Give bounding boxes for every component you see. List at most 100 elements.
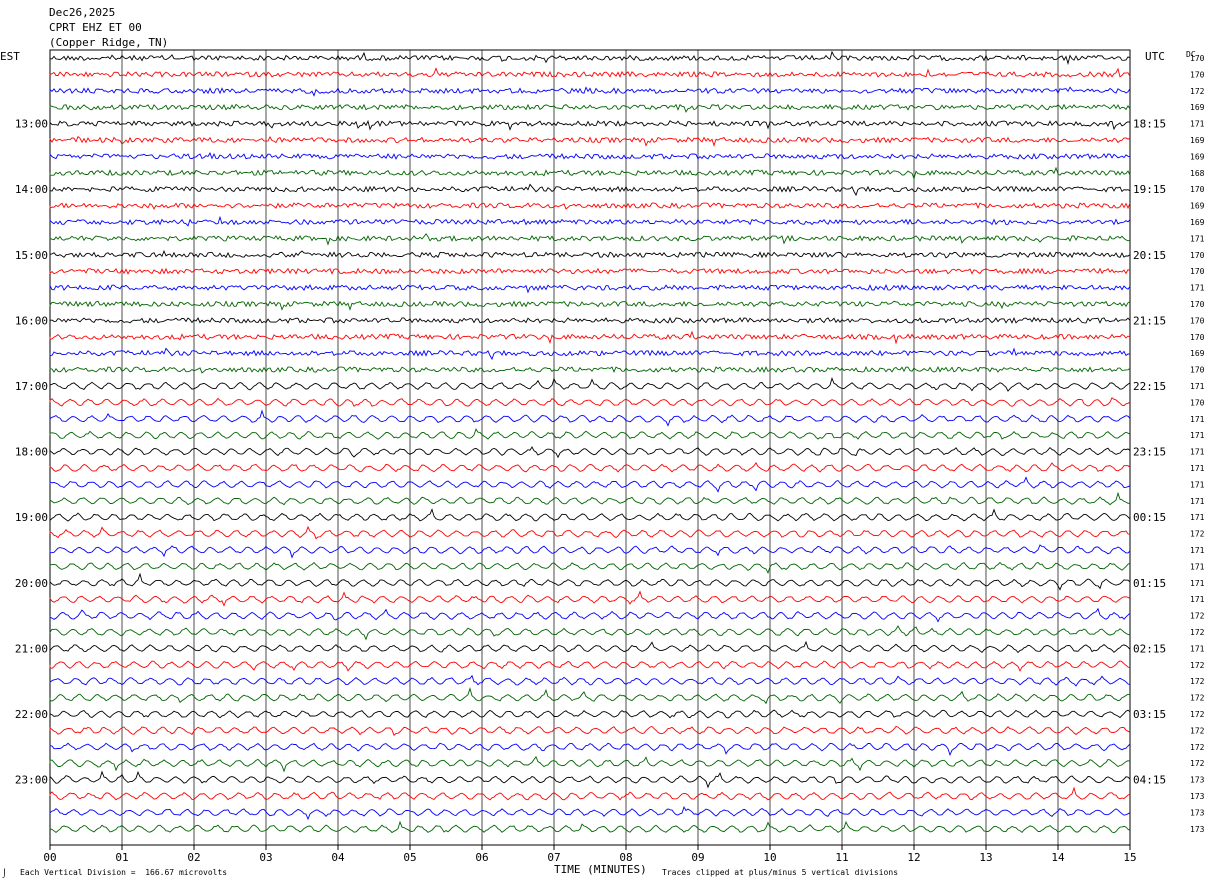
trace-line [49, 152, 1131, 160]
x-tick-label: 04 [331, 851, 345, 864]
dc-offset-label: 170 [1190, 54, 1205, 63]
dc-offset-label: 171 [1190, 464, 1205, 473]
x-axis-title: TIME (MINUTES) [554, 863, 647, 876]
clipping-note: Traces clipped at plus/minus 5 vertical … [662, 868, 899, 877]
dc-offset-label: 172 [1190, 677, 1205, 686]
trace-line [49, 50, 1131, 66]
dc-offset-label: 171 [1190, 448, 1205, 457]
x-tick-label: 07 [547, 851, 560, 864]
trace-line [49, 561, 1131, 575]
dc-offset-label: 169 [1190, 103, 1205, 112]
dc-offset-label: 171 [1190, 284, 1205, 293]
vertical-division-note: Each Vertical Division = 166.67 microvol… [20, 868, 228, 877]
dc-offset-label: 170 [1190, 366, 1205, 375]
x-tick-label: 11 [835, 851, 848, 864]
dc-offset-label: 171 [1190, 382, 1205, 391]
dc-offset-label: 170 [1190, 185, 1205, 194]
hour-label-utc: 18:15 [1133, 118, 1166, 131]
dc-offset-label: 172 [1190, 710, 1205, 719]
x-tick-label: 01 [115, 851, 128, 864]
hour-label-utc: 03:15 [1133, 708, 1166, 721]
x-tick-label: 12 [907, 851, 920, 864]
trace-line [49, 544, 1131, 559]
hour-label-est: 22:00 [15, 708, 48, 721]
dc-offset-label: 173 [1190, 776, 1205, 785]
hour-label-est: 18:00 [15, 446, 48, 459]
hour-label-est: 19:00 [15, 511, 48, 524]
x-tick-label: 09 [691, 851, 704, 864]
hour-label-est: 20:00 [15, 577, 48, 590]
hour-label-utc: 02:15 [1133, 642, 1166, 655]
trace-line [49, 316, 1131, 324]
dc-offset-label: 171 [1190, 546, 1205, 555]
trace-line [49, 366, 1131, 374]
trace-line [49, 300, 1131, 311]
trace-line [49, 607, 1131, 623]
x-tick-label: 05 [403, 851, 416, 864]
dc-offset-label: 171 [1190, 431, 1205, 440]
trace-line [49, 572, 1131, 591]
dc-offset-label: 170 [1190, 70, 1205, 79]
hour-label-est: 21:00 [15, 642, 48, 655]
dc-offset-label: 170 [1190, 333, 1205, 342]
trace-line [49, 786, 1131, 801]
trace-line [49, 755, 1131, 773]
header-date: Dec26,2025 [49, 6, 116, 19]
trace-line [49, 640, 1131, 654]
trace-line [49, 428, 1131, 440]
trace-line [49, 135, 1131, 147]
trace-line [49, 202, 1131, 210]
hour-label-utc: 04:15 [1133, 774, 1166, 787]
x-tick-label: 03 [259, 851, 272, 864]
header-station: CPRT EHZ ET 00 [49, 21, 142, 34]
trace-line [49, 397, 1131, 408]
hour-label-utc: 00:15 [1133, 511, 1166, 524]
dc-offset-label: 172 [1190, 612, 1205, 621]
trace-line [49, 249, 1131, 259]
dc-offset-label: 170 [1190, 398, 1205, 407]
dc-offset-label: 173 [1190, 825, 1205, 834]
dc-offset-label: 170 [1190, 316, 1205, 325]
trace-line [49, 86, 1131, 97]
dc-offset-label: 172 [1190, 726, 1205, 735]
hour-label-utc: 19:15 [1133, 183, 1166, 196]
dc-offset-label: 171 [1190, 644, 1205, 653]
trace-line [49, 770, 1131, 789]
trace-line [49, 119, 1131, 131]
dc-offset-label: 173 [1190, 808, 1205, 817]
trace-line [49, 67, 1131, 78]
dc-offset-label: 172 [1190, 759, 1205, 768]
trace-line [49, 267, 1131, 275]
trace-line [49, 330, 1131, 345]
dc-offset-label: 171 [1190, 497, 1205, 506]
trace-line [49, 820, 1131, 834]
trace-line [49, 446, 1131, 459]
trace-line [49, 476, 1131, 493]
trace-line [49, 377, 1131, 392]
seismic-traces [49, 50, 1131, 834]
dc-offset-label: 170 [1190, 267, 1205, 276]
plot-border [49, 49, 1131, 846]
dc-offset-label: 172 [1190, 628, 1205, 637]
dc-offset-label: 172 [1190, 743, 1205, 752]
dc-offset-label: 169 [1190, 152, 1205, 161]
dc-offset-label: 171 [1190, 120, 1205, 129]
hour-label-utc: 22:15 [1133, 380, 1166, 393]
trace-line [49, 687, 1131, 705]
dc-offset-label: 171 [1190, 513, 1205, 522]
trace-line [49, 183, 1131, 197]
trace-line [49, 625, 1131, 641]
trace-line [49, 525, 1131, 540]
dc-axis-label: DC [1186, 50, 1196, 59]
x-tick-label: 15 [1123, 851, 1136, 864]
trace-line [49, 725, 1131, 736]
x-tick-label: 02 [187, 851, 200, 864]
dc-offset-label: 169 [1190, 349, 1205, 358]
corner-mark: ⌡ [2, 869, 7, 878]
x-tick-label: 08 [619, 851, 632, 864]
trace-line [49, 103, 1131, 113]
hour-label-est: 16:00 [15, 314, 48, 327]
trace-line [49, 491, 1130, 506]
dc-offset-label: 170 [1190, 251, 1205, 260]
